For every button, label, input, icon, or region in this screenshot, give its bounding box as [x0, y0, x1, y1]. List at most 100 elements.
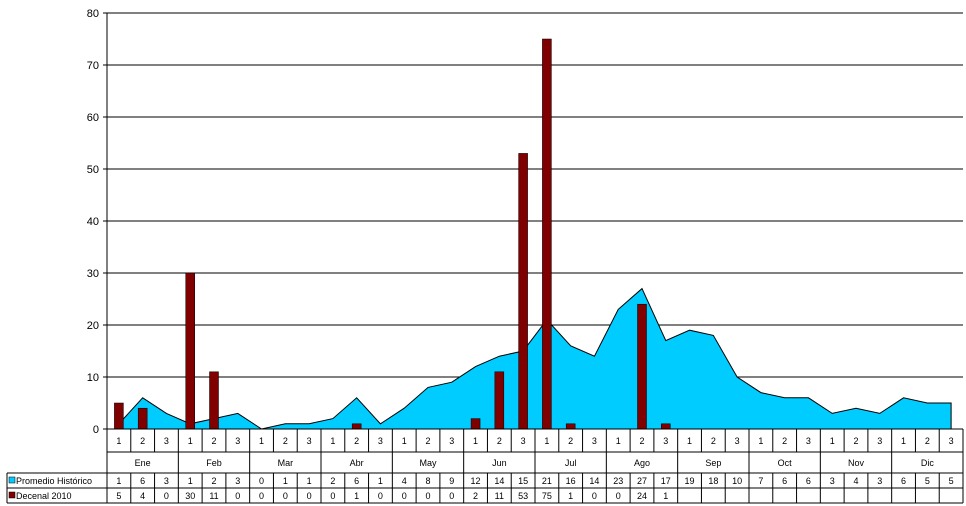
bar-11 — [351, 423, 362, 430]
decade-label-1: 1 — [116, 436, 121, 446]
decade-label-9: 3 — [307, 436, 312, 446]
historic-value-6: 3 — [235, 476, 240, 486]
y-tick-label-30: 30 — [87, 268, 99, 280]
historic-value-13: 4 — [402, 476, 407, 486]
historic-value-3: 3 — [164, 476, 169, 486]
historic-value-14: 8 — [425, 476, 430, 486]
historic-value-1: 1 — [116, 476, 121, 486]
decade-label-34: 1 — [901, 436, 906, 446]
decade-label-10: 1 — [330, 436, 335, 446]
historic-value-2: 6 — [140, 476, 145, 486]
decenal-value-1: 5 — [116, 491, 121, 501]
decenal-value-14: 0 — [425, 491, 430, 501]
historic-value-30: 6 — [806, 476, 811, 486]
historic-area — [118, 287, 952, 430]
historic-value-32: 4 — [853, 476, 858, 486]
decade-label-21: 3 — [592, 436, 597, 446]
decade-label-29: 2 — [782, 436, 787, 446]
decade-label-24: 3 — [663, 436, 668, 446]
historic-value-22: 23 — [613, 476, 623, 486]
historic-value-10: 2 — [330, 476, 335, 486]
bar-19 — [542, 38, 552, 430]
decade-label-32: 2 — [853, 436, 858, 446]
decade-label-27: 3 — [735, 436, 740, 446]
decade-label-14: 2 — [425, 436, 430, 446]
bar-2 — [137, 407, 148, 430]
historic-value-17: 14 — [494, 476, 504, 486]
decade-label-35: 2 — [925, 436, 930, 446]
month-label-ene: Ene — [135, 458, 151, 468]
decade-label-18: 3 — [521, 436, 526, 446]
historic-value-5: 2 — [211, 476, 216, 486]
decade-label-22: 1 — [616, 436, 621, 446]
bar-5 — [209, 371, 219, 430]
decade-label-12: 3 — [378, 436, 383, 446]
historic-value-21: 14 — [589, 476, 599, 486]
bar-24 — [661, 423, 671, 430]
decenal-value-4: 30 — [185, 491, 195, 501]
decade-label-23: 2 — [639, 436, 644, 446]
historic-value-23: 27 — [637, 476, 647, 486]
historic-value-27: 10 — [732, 476, 742, 486]
month-label-jul: Jul — [565, 458, 577, 468]
month-label-jun: Jun — [492, 458, 507, 468]
decenal-value-10: 0 — [330, 491, 335, 501]
decade-label-8: 2 — [283, 436, 288, 446]
historic-value-12: 1 — [378, 476, 383, 486]
historic-value-34: 6 — [901, 476, 906, 486]
historic-value-16: 12 — [471, 476, 481, 486]
bar-1 — [114, 402, 124, 430]
historic-value-15: 9 — [449, 476, 454, 486]
legend-swatch-decenal — [8, 491, 16, 499]
y-tick-label-20: 20 — [87, 320, 99, 332]
month-label-abr: Abr — [350, 458, 364, 468]
bar-18 — [518, 153, 528, 430]
decade-label-3: 3 — [164, 436, 169, 446]
decade-label-2: 2 — [140, 436, 145, 446]
historic-value-9: 1 — [307, 476, 312, 486]
decenal-value-9: 0 — [307, 491, 312, 501]
month-label-oct: Oct — [778, 458, 793, 468]
decade-label-17: 2 — [497, 436, 502, 446]
y-tick-label-70: 70 — [87, 60, 99, 72]
historic-value-24: 17 — [661, 476, 671, 486]
historic-value-20: 16 — [566, 476, 576, 486]
historic-value-29: 6 — [782, 476, 787, 486]
historic-value-7: 0 — [259, 476, 264, 486]
decade-label-6: 3 — [235, 436, 240, 446]
historic-value-31: 3 — [830, 476, 835, 486]
month-label-may: May — [419, 458, 437, 468]
decade-label-11: 2 — [354, 436, 359, 446]
historic-value-35: 5 — [925, 476, 930, 486]
month-label-dic: Dic — [921, 458, 934, 468]
decenal-value-5: 11 — [209, 491, 218, 501]
decade-label-28: 1 — [758, 436, 763, 446]
decade-label-30: 3 — [806, 436, 811, 446]
historic-value-11: 6 — [354, 476, 359, 486]
y-tick-label-80: 80 — [87, 8, 99, 20]
decade-label-20: 2 — [568, 436, 573, 446]
month-label-feb: Feb — [206, 458, 222, 468]
bar-4 — [185, 272, 195, 430]
historic-value-4: 1 — [188, 476, 193, 486]
decenal-value-12: 0 — [378, 491, 383, 501]
decade-label-31: 1 — [830, 436, 835, 446]
decade-label-4: 1 — [188, 436, 193, 446]
decenal-value-24: 1 — [663, 491, 668, 501]
y-tick-label-60: 60 — [87, 112, 99, 124]
bar-20 — [565, 423, 576, 430]
legend-swatch-historic — [8, 476, 16, 484]
grid-lines — [107, 12, 963, 378]
decade-label-36: 3 — [949, 436, 954, 446]
decade-label-19: 1 — [544, 436, 549, 446]
decenal-value-7: 0 — [259, 491, 264, 501]
y-tick-label-10: 10 — [87, 372, 99, 384]
decade-label-16: 1 — [473, 436, 478, 446]
historic-value-18: 15 — [518, 476, 528, 486]
decade-label-26: 2 — [711, 436, 716, 446]
decenal-value-15: 0 — [449, 491, 454, 501]
decade-label-25: 1 — [687, 436, 692, 446]
bar-23 — [637, 303, 647, 430]
decenal-value-21: 0 — [592, 491, 597, 501]
